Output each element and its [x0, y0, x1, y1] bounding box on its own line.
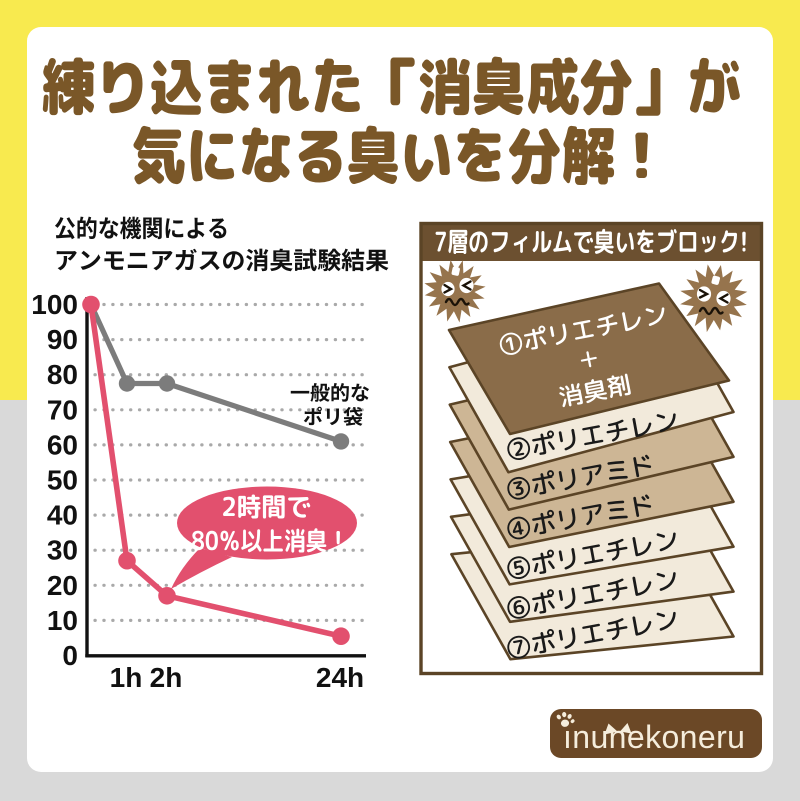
odor-monster-right-body — [680, 264, 748, 333]
logo-cat-ears-icon — [604, 723, 632, 735]
film-sheets — [447, 282, 735, 661]
speech-bubble-tail — [171, 548, 232, 589]
film-layers-panel: 7層のフィルムで臭いをブロック! — [419, 221, 764, 676]
generic-bag-label-line1: 一般的な — [290, 377, 370, 406]
panel-header-text: 7層のフィルムで臭いをブロック! — [434, 223, 748, 261]
y-tick-label: 0 — [62, 640, 78, 671]
deodorization-chart: 公的な機関による アンモニアガスの消臭試験結果 100 90 80 70 60 … — [31, 209, 389, 693]
page-title-line1: 練り込まれた「消臭成分」が — [42, 42, 741, 129]
generic-bag-label-line2: ポリ袋 — [303, 401, 363, 430]
chart-title-line2: アンモニアガスの消臭試験結果 — [54, 241, 389, 276]
logo-text: ınunekoneru — [563, 719, 745, 755]
y-tick-label: 70 — [47, 394, 78, 425]
odor-monster-right — [680, 264, 748, 333]
speech-bubble: 2時間で 80％以上消臭！ — [171, 486, 357, 589]
y-tick-label: 30 — [47, 535, 78, 566]
panel-header-bar — [421, 223, 762, 261]
y-tick-label: 60 — [47, 429, 78, 460]
brand-logo: ınunekoneru — [550, 709, 762, 758]
page-title-line2: 気になる臭いを分解！ — [132, 111, 669, 198]
film-sheet-1 — [447, 282, 731, 436]
y-tick-label: 80 — [47, 359, 78, 390]
x-tick-label: 2h — [150, 662, 183, 693]
y-tick-label: 50 — [47, 465, 78, 496]
y-tick-label: 100 — [31, 289, 78, 320]
logo-box — [550, 709, 762, 758]
chart-x-axis-labels: 1h 2h 24h — [110, 662, 364, 693]
panel-border — [419, 221, 764, 676]
odor-monster-left — [424, 259, 486, 323]
chart-title-line1: 公的な機関による — [54, 209, 229, 244]
series-deodorant-bag — [82, 295, 350, 645]
y-tick-label: 90 — [47, 324, 78, 355]
y-tick-label: 40 — [47, 500, 78, 531]
series-generic-bag — [88, 303, 350, 450]
chart-y-axis-labels: 100 90 80 70 60 50 40 30 20 10 0 — [31, 289, 78, 671]
odor-monster-left-body — [424, 259, 486, 323]
y-tick-label: 10 — [47, 605, 78, 636]
x-tick-label: 1h — [110, 662, 143, 693]
x-tick-label: 24h — [316, 662, 364, 693]
speech-bubble-line2: 80％以上消臭！ — [191, 523, 349, 559]
page-title: 練り込まれた「消臭成分」が 気になる臭いを分解！ — [42, 42, 741, 198]
y-tick-label: 20 — [47, 570, 78, 601]
speech-bubble-line1: 2時間で — [221, 489, 311, 525]
chart-gridlines — [93, 302, 367, 623]
logo-paw-icon — [556, 712, 575, 727]
